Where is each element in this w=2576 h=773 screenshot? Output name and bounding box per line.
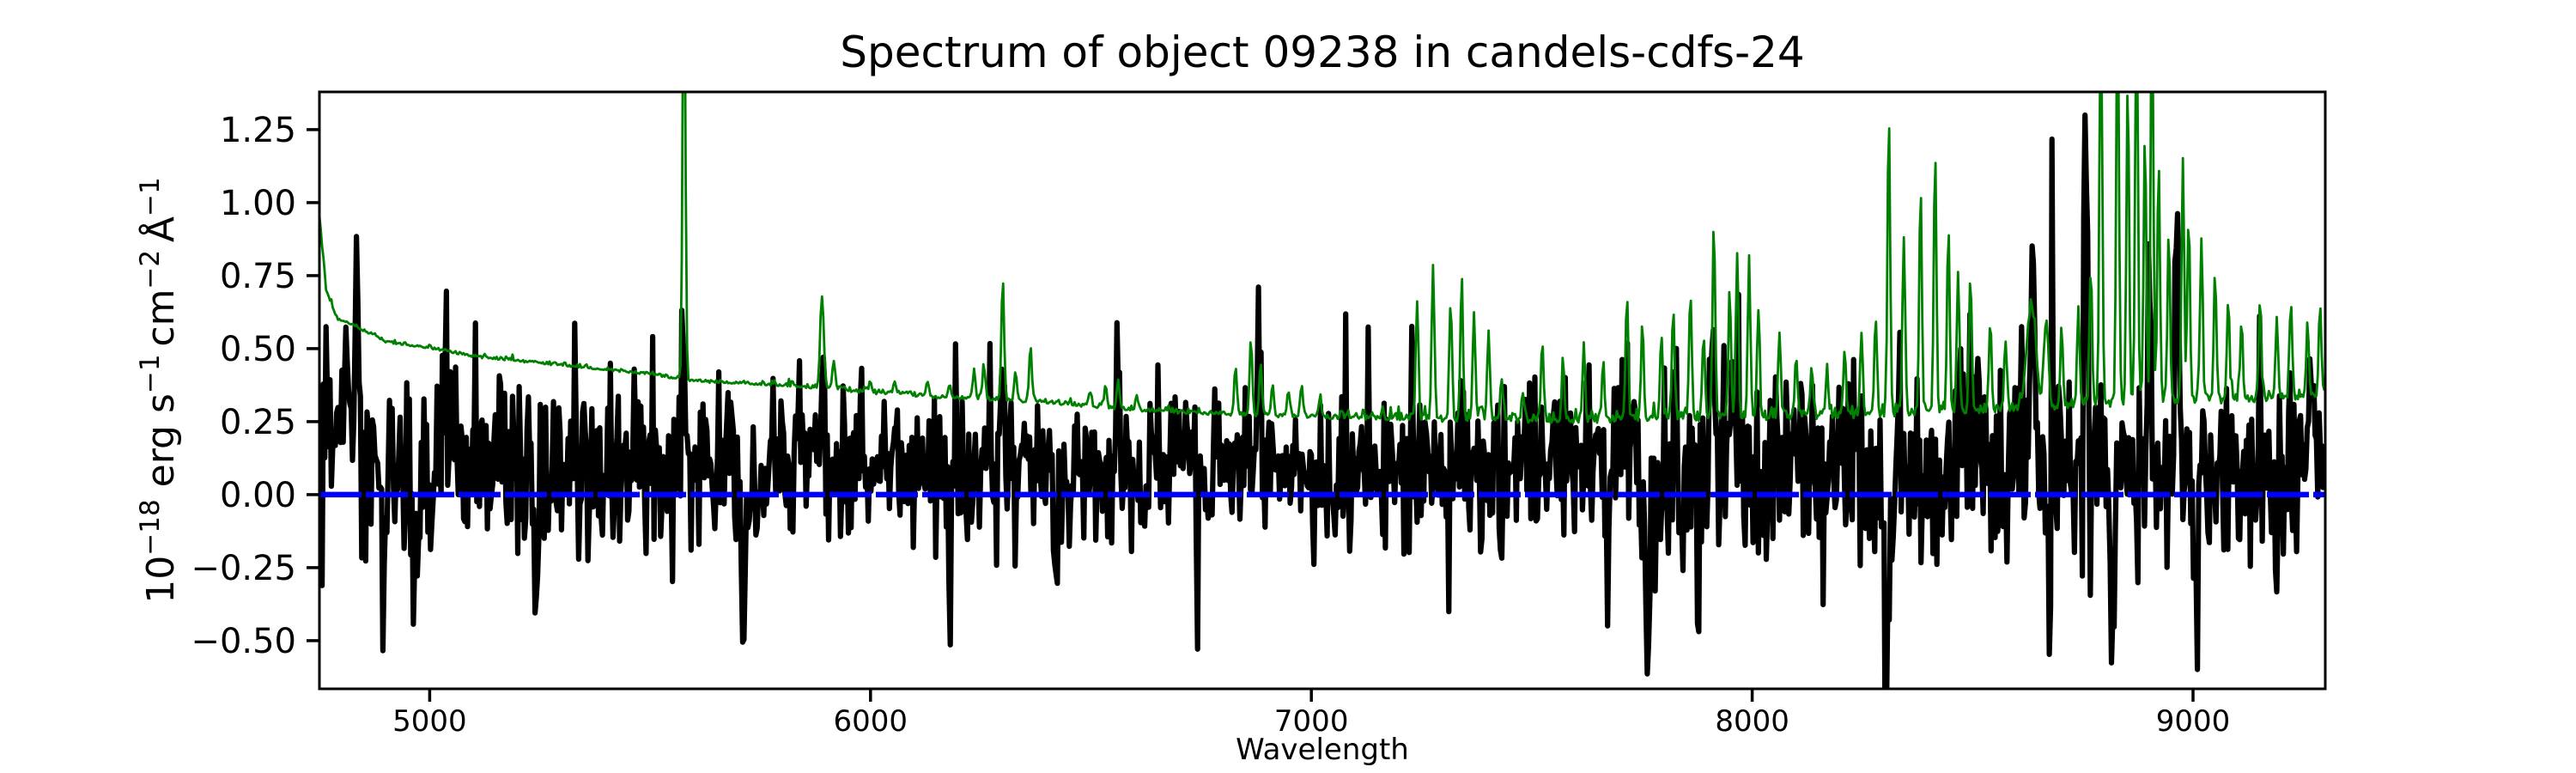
x-axis-label: Wavelength: [1236, 733, 1409, 767]
y-tick-label: 1.25: [220, 111, 296, 150]
axes-frame: [318, 90, 2327, 691]
y-tick-label: −0.50: [191, 622, 296, 661]
y-tick-label: −0.25: [191, 549, 296, 588]
x-tick-label: 5000: [392, 704, 467, 739]
y-axis-ticks: 1.25 1.00 0.75 0.50 0.25 0.00 −0.25 −0.50: [191, 111, 319, 661]
y-tick-label: 1.00: [220, 184, 296, 223]
noise-spectrum-line: [319, 92, 2325, 424]
y-tick-label: 0.50: [220, 330, 296, 369]
y-tick-label: 0.25: [220, 403, 296, 442]
x-tick-label: 8000: [1715, 704, 1789, 739]
x-axis-ticks: 5000 6000 7000 8000 9000: [392, 689, 2230, 739]
plot-title: Spectrum of object 09238 in candels-cdfs…: [840, 27, 1805, 77]
y-tick-label: 0.00: [220, 476, 296, 515]
x-tick-label: 6000: [834, 704, 908, 739]
y-tick-label: 0.75: [220, 257, 296, 296]
flux-spectrum-line: [319, 112, 2325, 689]
x-tick-label: 9000: [2156, 704, 2231, 739]
y-axis-label: 10−18 erg s−1 cm−2 Å−1: [135, 177, 183, 603]
x-tick-label: 7000: [1274, 704, 1349, 739]
